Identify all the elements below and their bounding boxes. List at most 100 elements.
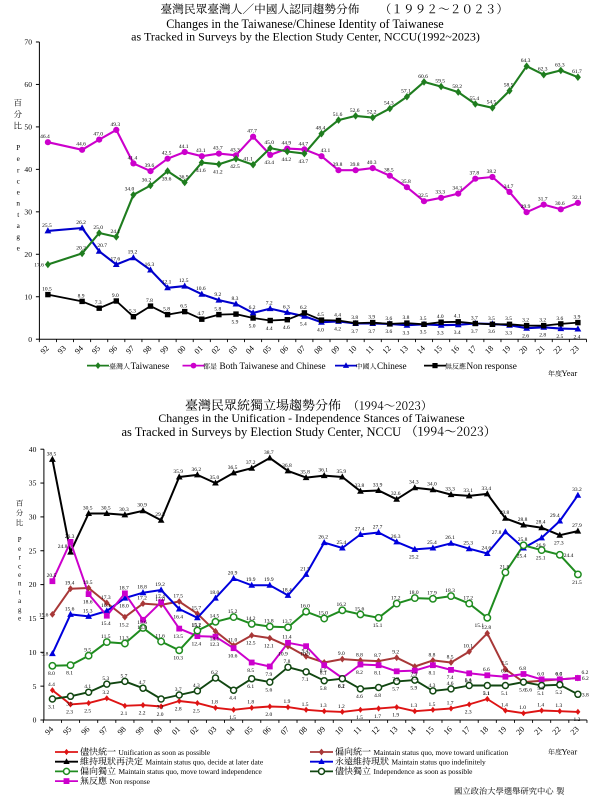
svg-text:33.9: 33.9 bbox=[373, 482, 383, 488]
svg-text:11: 11 bbox=[364, 344, 376, 356]
svg-text:17.4: 17.4 bbox=[155, 594, 165, 600]
svg-text:6.8: 6.8 bbox=[519, 666, 526, 672]
svg-text:36.5: 36.5 bbox=[228, 465, 238, 471]
svg-text:3.2: 3.2 bbox=[102, 690, 109, 696]
svg-text:6.9: 6.9 bbox=[465, 679, 472, 685]
svg-text:6.1: 6.1 bbox=[338, 684, 345, 690]
svg-text:9.2: 9.2 bbox=[214, 292, 221, 298]
svg-text:3.2: 3.2 bbox=[522, 318, 529, 324]
svg-text:12.5: 12.5 bbox=[246, 641, 256, 647]
svg-text:20.5: 20.5 bbox=[47, 573, 57, 579]
svg-text:0: 0 bbox=[28, 335, 32, 344]
svg-text:64.3: 64.3 bbox=[521, 58, 531, 64]
svg-text:30.9: 30.9 bbox=[137, 503, 147, 509]
svg-text:25.0: 25.0 bbox=[93, 225, 103, 231]
svg-text:5.1: 5.1 bbox=[501, 691, 508, 697]
svg-text:15.6: 15.6 bbox=[65, 606, 75, 612]
svg-text:18.7: 18.7 bbox=[119, 585, 129, 591]
svg-text:9.8: 9.8 bbox=[42, 652, 49, 658]
svg-text:4.6: 4.6 bbox=[356, 694, 363, 700]
svg-text:47.0: 47.0 bbox=[93, 132, 103, 138]
svg-text:1.5: 1.5 bbox=[302, 702, 309, 708]
svg-text:6.3: 6.3 bbox=[283, 304, 290, 310]
svg-text:12.8: 12.8 bbox=[481, 625, 491, 631]
svg-text:15.2: 15.2 bbox=[119, 622, 129, 628]
svg-text:2.8: 2.8 bbox=[539, 333, 546, 339]
svg-text:52.2: 52.2 bbox=[367, 109, 377, 115]
svg-text:10.6: 10.6 bbox=[196, 286, 206, 292]
svg-text:55.4: 55.4 bbox=[470, 96, 480, 102]
svg-text:44.9: 44.9 bbox=[281, 140, 291, 146]
svg-text:44.1: 44.1 bbox=[179, 144, 189, 150]
svg-text:2.5: 2.5 bbox=[556, 334, 563, 340]
svg-text:4.4: 4.4 bbox=[266, 326, 273, 332]
svg-text:Maintain status quo, move towa: Maintain status quo, move toward indepen… bbox=[119, 767, 263, 776]
svg-text:13.7: 13.7 bbox=[282, 619, 292, 625]
svg-text:3.8: 3.8 bbox=[403, 315, 410, 321]
svg-text:1.8: 1.8 bbox=[247, 700, 254, 706]
svg-text:0: 0 bbox=[33, 716, 37, 725]
svg-text:32.6: 32.6 bbox=[391, 491, 401, 497]
svg-text:18.6: 18.6 bbox=[83, 599, 93, 605]
svg-text:5.6: 5.6 bbox=[519, 687, 526, 693]
svg-text:18.0: 18.0 bbox=[210, 590, 220, 596]
svg-text:3.3: 3.3 bbox=[437, 330, 444, 336]
svg-text:15.1: 15.1 bbox=[373, 623, 383, 629]
svg-text:33.3: 33.3 bbox=[445, 486, 455, 492]
svg-text:24.6: 24.6 bbox=[481, 545, 491, 551]
svg-text:1.4: 1.4 bbox=[501, 702, 508, 708]
svg-text:Year: Year bbox=[562, 747, 578, 757]
svg-text:32.5: 32.5 bbox=[418, 193, 428, 199]
svg-text:30.5: 30.5 bbox=[83, 505, 93, 511]
svg-text:c: c bbox=[17, 177, 20, 185]
svg-text:38.7: 38.7 bbox=[264, 450, 274, 456]
svg-text:10.6: 10.6 bbox=[228, 654, 238, 660]
svg-text:r: r bbox=[17, 166, 20, 174]
svg-text:11.0: 11.0 bbox=[228, 637, 238, 643]
svg-text:10.9: 10.9 bbox=[300, 652, 310, 658]
svg-text:63.3: 63.3 bbox=[555, 62, 565, 68]
svg-text:6.2: 6.2 bbox=[582, 676, 589, 682]
svg-text:3.6: 3.6 bbox=[385, 316, 392, 322]
svg-text:8.8: 8.8 bbox=[356, 652, 363, 658]
svg-text:10.9: 10.9 bbox=[278, 652, 288, 658]
svg-text:25.2: 25.2 bbox=[409, 555, 419, 561]
svg-text:33.4: 33.4 bbox=[481, 486, 491, 492]
svg-text:5.8: 5.8 bbox=[537, 686, 544, 692]
svg-text:15.4: 15.4 bbox=[101, 621, 111, 627]
svg-text:28.8: 28.8 bbox=[518, 517, 528, 523]
svg-text:P: P bbox=[16, 144, 20, 152]
svg-text:17.2: 17.2 bbox=[463, 595, 473, 601]
svg-text:24.1: 24.1 bbox=[110, 229, 120, 235]
svg-text:30: 30 bbox=[29, 513, 37, 522]
svg-text:18.0: 18.0 bbox=[119, 603, 129, 609]
svg-text:17.0: 17.0 bbox=[155, 597, 165, 603]
svg-text:17.5: 17.5 bbox=[173, 593, 183, 599]
svg-text:3.1: 3.1 bbox=[483, 691, 490, 697]
svg-text:10.5: 10.5 bbox=[42, 287, 52, 293]
svg-text:8.5: 8.5 bbox=[320, 668, 327, 674]
svg-text:4.0: 4.0 bbox=[317, 328, 324, 334]
svg-text:27.4: 27.4 bbox=[355, 526, 365, 532]
svg-text:16.4: 16.4 bbox=[173, 614, 183, 620]
svg-text:12.1: 12.1 bbox=[162, 280, 172, 286]
svg-text:3.6: 3.6 bbox=[556, 316, 563, 322]
svg-text:e: e bbox=[17, 155, 20, 163]
svg-text:9.0: 9.0 bbox=[338, 651, 345, 657]
svg-text:1.8: 1.8 bbox=[211, 700, 218, 706]
svg-text:e: e bbox=[18, 546, 21, 553]
svg-text:14.8: 14.8 bbox=[137, 625, 147, 631]
svg-text:2.1: 2.1 bbox=[120, 711, 127, 717]
svg-text:34.3: 34.3 bbox=[452, 185, 462, 191]
svg-text:1.2: 1.2 bbox=[338, 704, 345, 710]
svg-text:5.7: 5.7 bbox=[120, 673, 127, 679]
svg-text:1.3: 1.3 bbox=[555, 703, 562, 709]
svg-text:11.4: 11.4 bbox=[282, 635, 292, 641]
svg-text:1.7: 1.7 bbox=[447, 700, 454, 706]
svg-text:n: n bbox=[16, 200, 20, 208]
svg-text:14.5: 14.5 bbox=[210, 614, 220, 620]
svg-text:37.2: 37.2 bbox=[246, 460, 256, 466]
svg-text:18.0: 18.0 bbox=[409, 590, 419, 596]
svg-text:5.7: 5.7 bbox=[392, 687, 399, 693]
svg-text:2.5: 2.5 bbox=[193, 708, 200, 714]
